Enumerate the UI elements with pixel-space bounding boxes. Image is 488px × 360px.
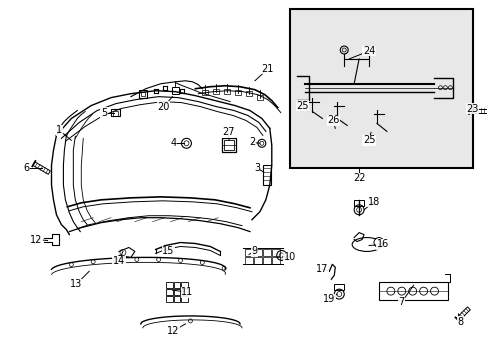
Bar [113, 111, 118, 116]
Text: 11: 11 [181, 287, 193, 297]
Bar [165, 289, 172, 295]
Bar [235, 90, 241, 95]
Bar [256, 95, 263, 100]
Text: 12: 12 [167, 326, 180, 336]
Text: 13: 13 [70, 279, 82, 289]
Bar [253, 249, 262, 256]
Text: 24: 24 [362, 46, 374, 56]
Text: 8: 8 [456, 317, 463, 327]
Bar [111, 109, 120, 117]
Text: 7: 7 [398, 297, 404, 307]
Text: 21: 21 [261, 64, 273, 74]
Text: 5: 5 [101, 108, 107, 117]
Text: 12: 12 [30, 234, 43, 244]
Bar [181, 282, 188, 288]
Text: 17: 17 [316, 264, 328, 274]
Bar [334, 284, 344, 290]
Text: 16: 16 [376, 239, 388, 249]
Text: 27: 27 [222, 127, 234, 138]
Text: 26: 26 [326, 116, 339, 126]
Bar [378, 282, 447, 300]
Bar [181, 289, 188, 295]
Text: 4: 4 [170, 138, 176, 148]
Bar [222, 138, 236, 152]
Bar [181, 296, 188, 302]
Bar [245, 91, 251, 96]
Text: 6: 6 [23, 163, 30, 173]
Bar [263, 257, 270, 264]
Bar [213, 89, 219, 94]
Bar [253, 257, 262, 264]
Text: 23: 23 [465, 104, 477, 113]
Text: 22: 22 [352, 173, 365, 183]
Text: 1: 1 [56, 125, 62, 135]
Text: 25: 25 [296, 100, 308, 111]
Text: 18: 18 [367, 197, 379, 207]
Bar [202, 90, 208, 95]
Text: 14: 14 [113, 256, 125, 266]
Bar [244, 257, 252, 264]
Bar [141, 92, 144, 96]
Text: 25: 25 [362, 135, 374, 145]
Bar [165, 282, 172, 288]
Text: 10: 10 [283, 252, 295, 262]
Text: 9: 9 [251, 247, 258, 256]
Text: 3: 3 [253, 163, 260, 173]
Bar [289, 9, 472, 168]
Bar [271, 249, 279, 256]
Bar [165, 296, 172, 302]
Bar [224, 89, 230, 94]
Bar [244, 249, 252, 256]
Text: 20: 20 [157, 102, 169, 112]
Bar [224, 140, 234, 150]
Bar [139, 90, 146, 98]
Bar [263, 249, 270, 256]
Bar [353, 200, 364, 206]
Bar [271, 257, 279, 264]
Bar [173, 282, 180, 288]
Text: 19: 19 [323, 294, 335, 304]
Bar [263, 165, 270, 185]
Bar [171, 87, 178, 94]
Text: 15: 15 [162, 247, 174, 256]
Bar [173, 289, 180, 295]
Text: 2: 2 [248, 137, 255, 147]
Bar [173, 296, 180, 302]
